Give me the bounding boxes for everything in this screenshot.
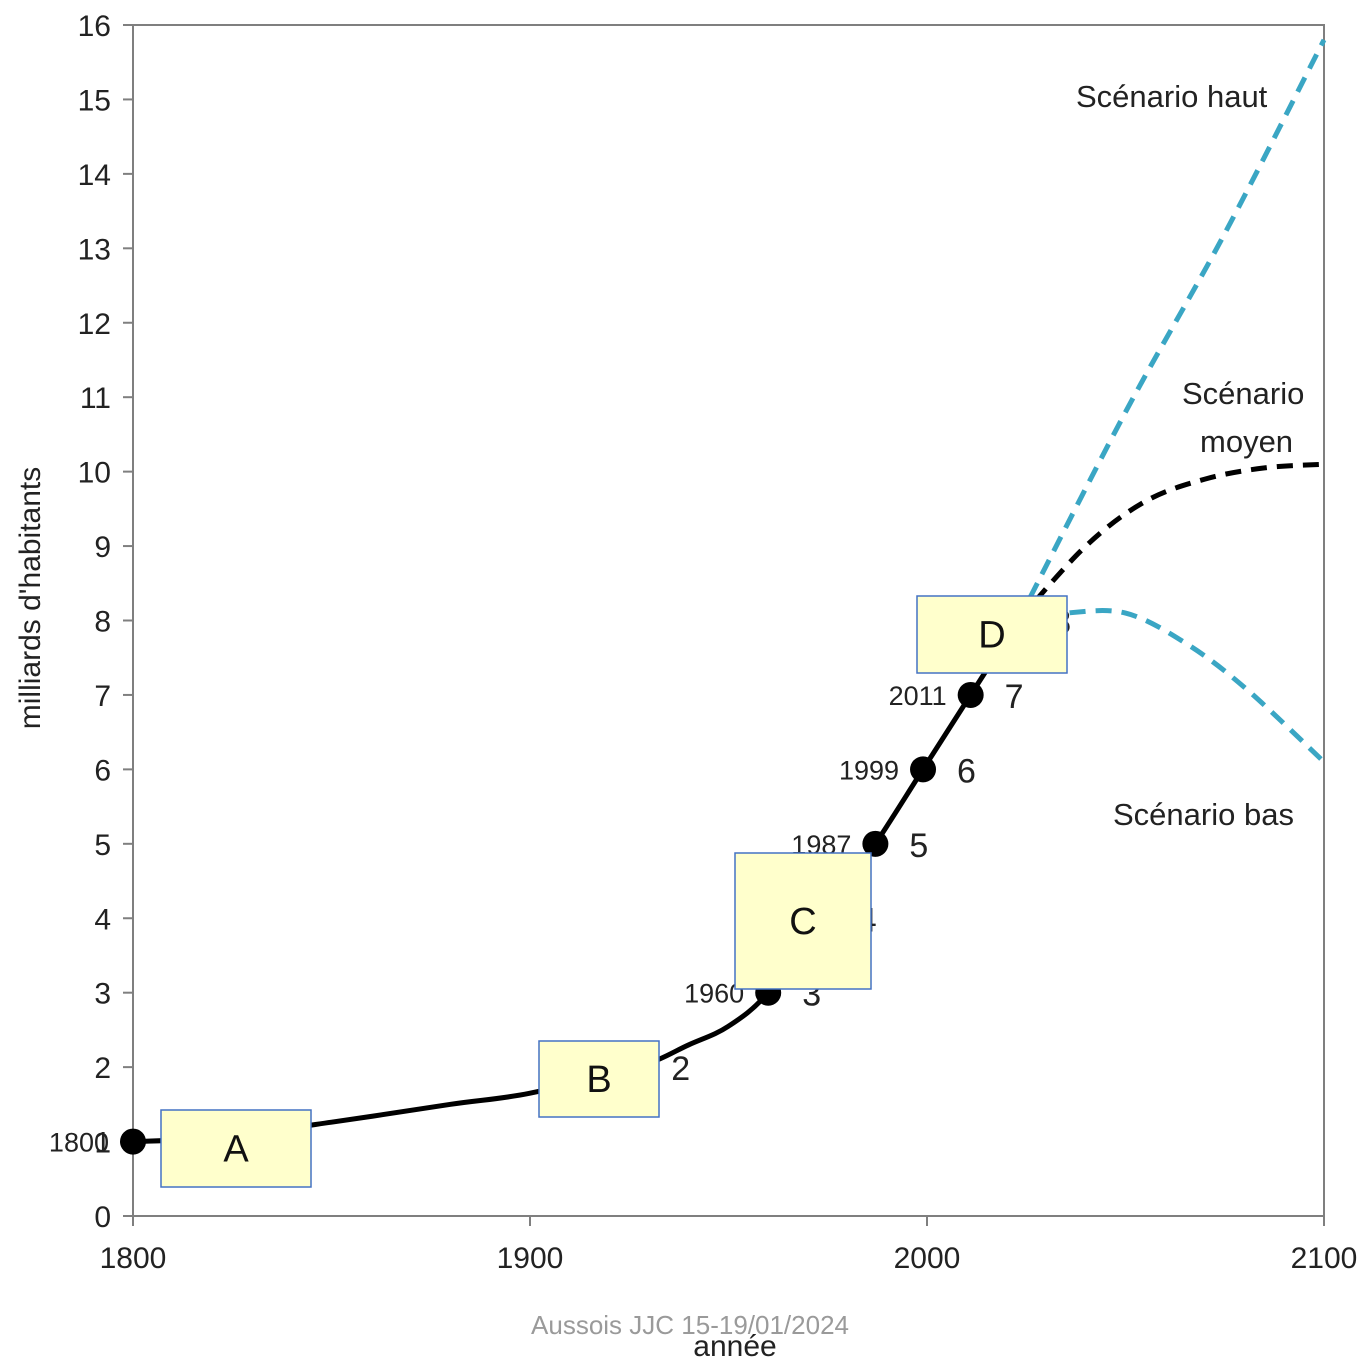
annotation-scenario-moyen-line2: moyen [1200, 424, 1293, 459]
y-tick-label: 3 [94, 978, 111, 1011]
overlay-box-label: D [978, 615, 1005, 657]
annotation-scenario-moyen-line1: Scénario [1182, 376, 1304, 411]
y-tick-label: 12 [78, 308, 111, 341]
milestone-value-label: 2 [671, 1050, 690, 1088]
milestone-point [957, 681, 984, 708]
plot-frame [132, 24, 1325, 1217]
overlay-box-label: A [223, 1129, 249, 1171]
series-scenario-moyen [1016, 461, 1325, 623]
overlay-box-b [538, 1040, 660, 1118]
y-tick-label: 7 [94, 680, 111, 713]
series-scenario-haut [1016, 38, 1327, 622]
y-tick-label: 15 [78, 84, 111, 117]
milestone-year-label: 1800 [49, 1128, 109, 1158]
milestone-point [862, 830, 889, 857]
x-axis-title: année [693, 1330, 776, 1361]
y-tick-label: 0 [94, 1201, 111, 1234]
overlay-box-label: C [789, 901, 816, 943]
milestone-value-label: 7 [1005, 678, 1024, 716]
y-tick-label: 4 [94, 903, 111, 936]
x-tick-label: 1900 [497, 1242, 564, 1275]
y-tick-label: 5 [94, 829, 111, 862]
y-tick-label: 1 [94, 1127, 111, 1160]
x-tick-label: 1800 [100, 1242, 167, 1275]
y-tick-label: 14 [78, 159, 111, 192]
overlay-box-label: B [586, 1059, 611, 1101]
milestone-value-label: 5 [909, 827, 928, 865]
milestone-year-label: 1960 [684, 979, 744, 1009]
annotation-scenario-bas: Scénario bas [1113, 797, 1294, 832]
milestone-year-label: 1999 [839, 755, 899, 785]
y-tick-label: 11 [80, 382, 111, 415]
y-tick-label: 16 [78, 10, 111, 43]
y-tick-label: 2 [94, 1052, 111, 1085]
series-layer [132, 38, 1327, 1145]
y-tick-label: 8 [94, 606, 111, 639]
milestone-year-label: 2011 [889, 681, 947, 711]
milestone-point [120, 1128, 146, 1155]
x-tick-label: 2000 [894, 1242, 961, 1275]
milestone-value-label: 6 [957, 752, 976, 790]
y-tick-label: 9 [94, 531, 111, 564]
overlay-box-d [916, 595, 1068, 674]
overlay-box-a [160, 1109, 312, 1188]
overlay-boxes: A B C D [160, 595, 1068, 1188]
y-tick-label: 10 [78, 457, 111, 490]
y-tick-label: 13 [78, 233, 111, 266]
annotation-scenario-haut: Scénario haut [1076, 79, 1268, 114]
y-tick-label: 6 [94, 754, 111, 787]
footer-text: Aussois JJC 15-19/01/2024 [531, 1310, 849, 1340]
annotations-layer: Scénario haut Scénario moyen Scénario ba… [1076, 79, 1304, 832]
milestone-point [910, 756, 937, 783]
y-axis-title: milliards d'habitants [14, 467, 47, 730]
x-tick-label: 2100 [1291, 1242, 1358, 1275]
overlay-box-c [734, 852, 872, 990]
